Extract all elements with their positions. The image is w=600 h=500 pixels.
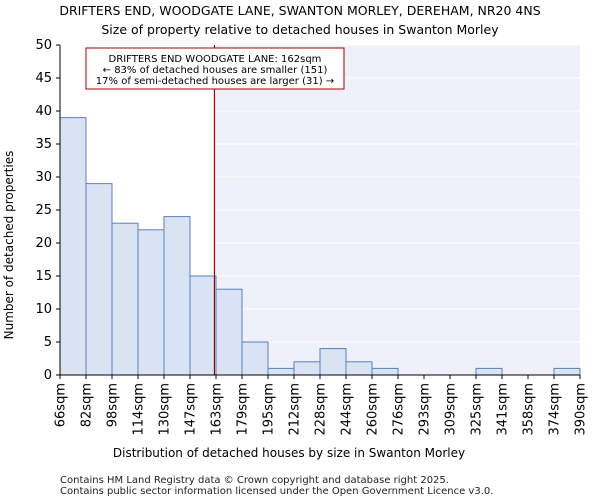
x-tick-label: 66sqm — [54, 383, 69, 427]
chart-subtitle: Size of property relative to detached ho… — [101, 22, 499, 37]
y-tick-label: 30 — [35, 170, 52, 185]
footer-licence: Contains public sector information licen… — [60, 486, 494, 497]
y-tick-label: 0 — [44, 368, 52, 383]
x-tick-label: 341sqm — [496, 383, 511, 436]
bar — [111, 222, 139, 376]
y-tick-label: 20 — [35, 236, 52, 251]
annotation-line-1: DRIFTERS END WOODGATE LANE: 162sqm — [109, 54, 322, 65]
x-tick-label: 358sqm — [522, 383, 537, 436]
x-tick-label: 212sqm — [288, 383, 303, 436]
annotation-line-3: 17% of semi-detached houses are larger (… — [96, 76, 334, 87]
bar — [345, 361, 373, 376]
x-tick-label: 293sqm — [418, 383, 433, 436]
x-tick-label: 374sqm — [548, 383, 563, 436]
chart-title: DRIFTERS END, WOODGATE LANE, SWANTON MOR… — [59, 3, 541, 18]
histogram-chart: 0 5 10 15 20 25 30 35 40 45 50 66sqm 82sqm 98sqm 114sq… — [2, 38, 589, 460]
bar — [319, 348, 347, 376]
bar — [371, 367, 399, 376]
y-tick-label: 25 — [35, 203, 52, 218]
x-tick-label: 147sqm — [184, 383, 199, 436]
bar — [137, 229, 165, 376]
x-axis-label: Distribution of detached houses by size … — [113, 446, 465, 460]
annotation-box — [85, 47, 345, 90]
x-tick-label: 179sqm — [236, 383, 251, 436]
x-tick-label: 276sqm — [392, 383, 407, 436]
y-tick-label: 40 — [35, 104, 52, 119]
bar — [553, 367, 581, 376]
x-tick-label: 163sqm — [210, 383, 225, 436]
x-tick-label: 82sqm — [80, 383, 95, 427]
bar — [215, 288, 243, 376]
y-tick-label: 10 — [35, 302, 52, 317]
y-axis-label: Number of detached properties — [2, 151, 16, 340]
bar — [475, 367, 503, 376]
x-tick-label: 130sqm — [158, 383, 173, 436]
x-tick-label: 325sqm — [470, 383, 485, 436]
bar — [293, 361, 321, 376]
y-tick-label: 45 — [35, 71, 52, 86]
x-tick-label: 114sqm — [132, 383, 147, 436]
bar — [267, 367, 295, 376]
bar — [163, 216, 191, 376]
x-tick-label: 195sqm — [262, 383, 277, 436]
y-tick-label: 15 — [35, 269, 52, 284]
y-tick-label: 50 — [35, 38, 52, 53]
x-tick-label: 260sqm — [366, 383, 381, 436]
x-tick-label: 228sqm — [314, 383, 329, 436]
y-tick-label: 35 — [35, 137, 52, 152]
annotation-line-2: ← 83% of detached houses are smaller (15… — [103, 65, 328, 76]
bar — [85, 183, 113, 376]
bar — [59, 117, 87, 376]
x-tick-label: 309sqm — [444, 383, 459, 436]
x-tick-label: 390sqm — [574, 383, 589, 436]
y-tick-label: 5 — [44, 335, 52, 350]
footer-copyright: Contains HM Land Registry data © Crown c… — [60, 475, 449, 486]
bar — [189, 275, 217, 376]
x-tick-label: 244sqm — [340, 383, 355, 436]
bar — [241, 341, 269, 376]
x-tick-label: 98sqm — [106, 383, 121, 427]
